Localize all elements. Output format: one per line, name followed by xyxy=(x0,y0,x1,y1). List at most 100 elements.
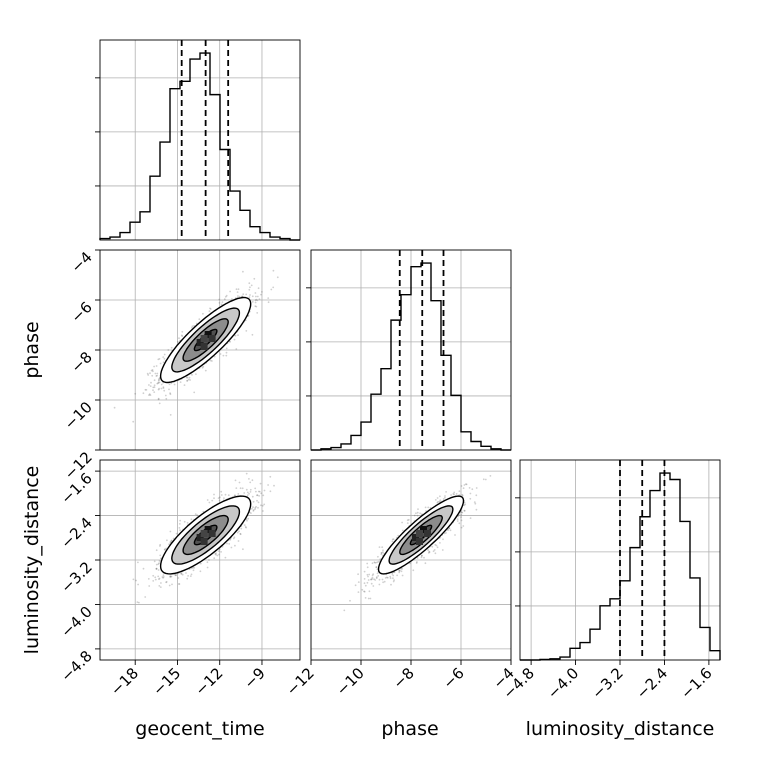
scatter-point xyxy=(439,495,441,498)
scatter-point xyxy=(180,334,183,337)
scatter-point xyxy=(169,541,172,543)
scatter-point xyxy=(235,348,238,350)
scatter-point xyxy=(238,295,241,298)
scatter-point xyxy=(234,494,237,497)
scatter-point xyxy=(375,576,378,579)
scatter-point xyxy=(257,501,260,504)
scatter-point xyxy=(142,567,145,570)
x-tick-label: −4.0 xyxy=(544,664,582,702)
scatter-point xyxy=(165,547,168,550)
scatter-point xyxy=(438,500,441,503)
y-tick-label: −8 xyxy=(67,348,95,376)
scatter-point xyxy=(155,568,158,570)
scatter-point xyxy=(193,566,196,569)
scatter-point xyxy=(375,566,378,568)
scatter-point xyxy=(257,506,259,509)
scatter-point xyxy=(163,353,166,356)
y-tick-label: −1.6 xyxy=(57,469,95,507)
scatter-point xyxy=(164,394,167,397)
y-tick-label: −4.8 xyxy=(57,647,95,685)
scatter-point xyxy=(465,483,467,485)
scatter-point xyxy=(237,295,239,297)
scatter-point xyxy=(262,494,265,497)
scatter-point xyxy=(167,349,170,351)
hist-frame xyxy=(310,249,512,451)
scatter-point xyxy=(231,298,233,300)
scatter-point xyxy=(245,330,248,332)
scatter-point xyxy=(248,288,251,291)
scatter-point xyxy=(179,519,182,522)
scatter-point xyxy=(157,381,160,384)
scatter-point xyxy=(159,543,162,546)
scatter-point xyxy=(187,378,190,381)
scatter-point xyxy=(226,542,228,545)
scatter-point xyxy=(174,574,177,577)
scatter-point xyxy=(396,574,398,577)
scatter-point xyxy=(162,386,165,388)
scatter-point xyxy=(248,296,251,298)
scatter-point xyxy=(370,582,373,585)
scatter-point xyxy=(354,584,357,587)
density-cell xyxy=(196,339,204,346)
scatter-point xyxy=(178,527,181,529)
x-tick-label: −8 xyxy=(389,664,417,692)
scatter-point xyxy=(254,292,257,294)
scatter-point xyxy=(158,358,161,360)
scatter-point xyxy=(191,374,193,376)
scatter-point xyxy=(162,576,165,578)
scatter-point xyxy=(209,359,212,362)
histogram-step xyxy=(311,262,511,451)
scatter-point xyxy=(171,583,173,586)
density-cell xyxy=(196,534,204,541)
scatter-point xyxy=(382,551,384,553)
scatter-point xyxy=(450,494,452,496)
scatter-point xyxy=(220,490,223,493)
panels-layer xyxy=(95,39,721,661)
tick-labels-layer: −18 −15 −12 −9 −12 −10 −8 −6 −4−4.8 −4.0 −3.2 −2.4−… xyxy=(57,248,715,702)
scatter-point xyxy=(260,293,262,296)
scatter-point xyxy=(460,513,463,516)
scatter-point xyxy=(343,609,346,612)
scatter-point xyxy=(181,330,184,333)
scatter-point xyxy=(416,561,418,563)
scatter-point xyxy=(398,571,401,574)
scatter-point xyxy=(436,497,439,499)
scatter-point xyxy=(463,504,466,507)
scatter-point xyxy=(462,525,465,527)
scatter-point xyxy=(455,493,458,495)
scatter-point xyxy=(371,562,374,565)
scatter-point xyxy=(152,386,155,389)
x-tick-label: −12 xyxy=(191,664,226,699)
scatter-point xyxy=(457,515,460,518)
scatter-point xyxy=(460,511,463,514)
scatter-point xyxy=(144,388,147,391)
scatter-point xyxy=(157,388,160,391)
scatter-point xyxy=(375,577,378,580)
scatter-point xyxy=(206,566,209,569)
grid-lines xyxy=(311,460,511,660)
scatter-point xyxy=(233,338,236,341)
scatter-point xyxy=(214,553,217,555)
scatter-point xyxy=(255,305,258,308)
scatter-point xyxy=(170,382,173,385)
scatter-point xyxy=(427,552,430,554)
scatter-point xyxy=(155,375,158,377)
grid-lines xyxy=(100,40,300,240)
scatter-point xyxy=(489,475,492,477)
scatter-point xyxy=(136,601,139,603)
scatter-point xyxy=(169,575,172,578)
scatter-point xyxy=(423,556,425,559)
scatter-point xyxy=(154,372,157,375)
scatter-point xyxy=(192,569,195,572)
scatter-point xyxy=(252,509,255,511)
scatter-point xyxy=(443,532,446,535)
scatter-point xyxy=(246,494,249,497)
scatter-point xyxy=(248,282,251,285)
scatter-point xyxy=(242,270,244,273)
scatter-point xyxy=(254,301,257,304)
scatter-point xyxy=(160,582,162,584)
scatter-point xyxy=(249,488,252,491)
scatter-point xyxy=(169,530,172,533)
scatter-point xyxy=(442,498,445,500)
scatter-point xyxy=(186,379,189,382)
